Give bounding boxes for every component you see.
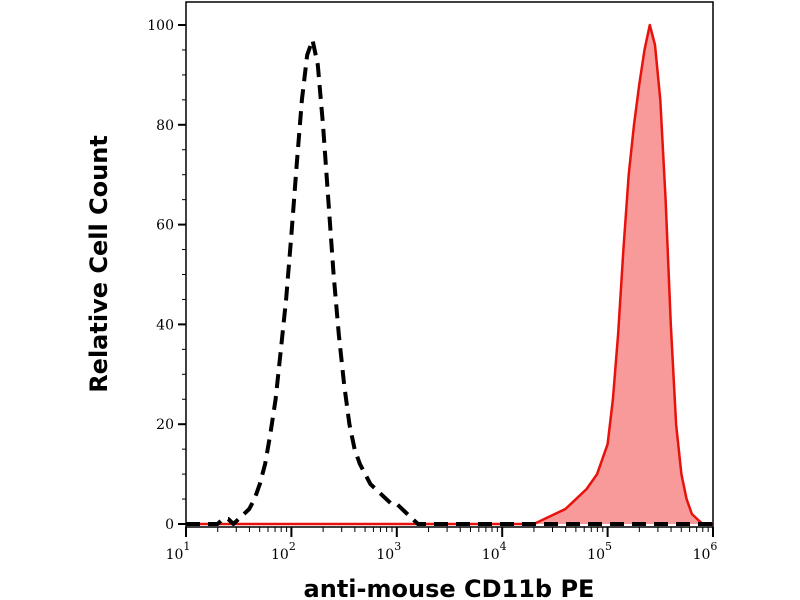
series-line-stained [186, 23, 713, 526]
series-line-control [186, 38, 713, 526]
y-tick-label: 60 [156, 218, 174, 234]
x-tick-label: 104 [482, 540, 507, 563]
x-tick-label: 106 [693, 540, 718, 563]
x-axis-title: anti-mouse CD11b PE [304, 575, 595, 600]
plot-frame [185, 1, 714, 528]
plot-area [186, 23, 713, 526]
y-tick-label: 80 [156, 118, 174, 134]
y-axis-title: Relative Cell Count [85, 135, 113, 393]
y-tick-label: 40 [156, 317, 174, 333]
x-tick-label: 105 [587, 540, 612, 563]
y-axis: 0 20 40 60 80 100 [147, 18, 186, 533]
y-tick-label: 0 [165, 517, 174, 533]
y-tick-label: 100 [147, 18, 174, 34]
y-tick-label: 20 [156, 417, 174, 433]
series-fill-1 [186, 25, 713, 524]
x-tick-label: 102 [271, 540, 296, 563]
x-axis: 101 102 103 104 105 106 [166, 527, 718, 563]
x-tick-label: 101 [166, 540, 191, 563]
x-tick-label: 103 [376, 540, 401, 563]
